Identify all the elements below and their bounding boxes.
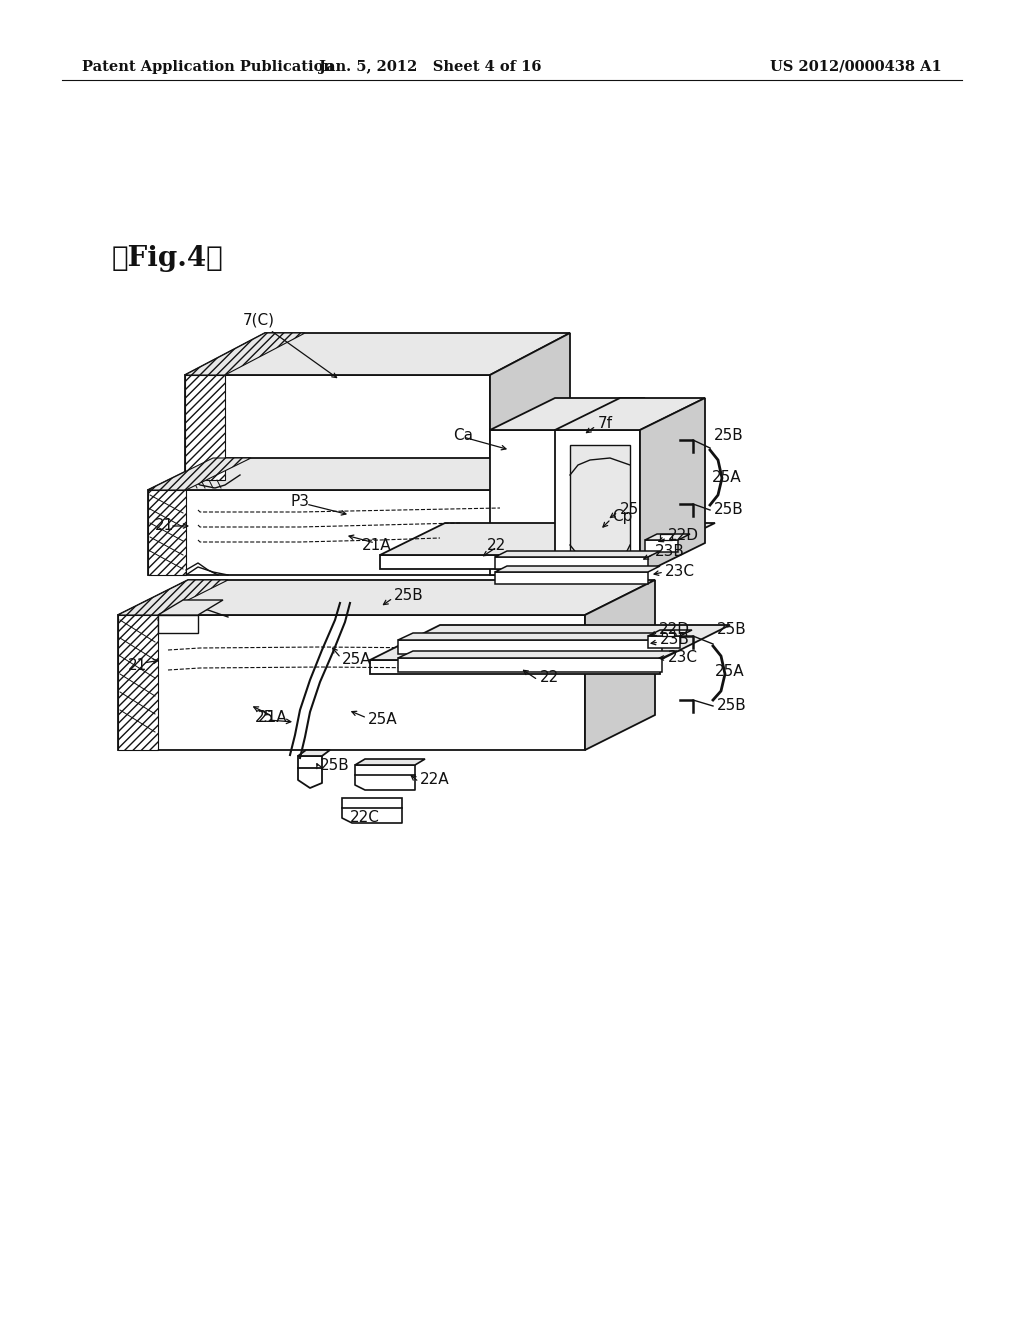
- Polygon shape: [298, 750, 330, 756]
- Text: 25A: 25A: [368, 713, 397, 727]
- Text: 7(C): 7(C): [243, 313, 275, 327]
- Polygon shape: [490, 333, 570, 480]
- Text: 23C: 23C: [665, 565, 695, 579]
- Polygon shape: [398, 634, 677, 640]
- Polygon shape: [640, 399, 705, 576]
- Polygon shape: [158, 615, 198, 634]
- Text: 【Fig.4】: 【Fig.4】: [112, 244, 224, 272]
- Text: 25B: 25B: [319, 759, 350, 774]
- Text: 21: 21: [128, 657, 147, 672]
- Polygon shape: [398, 657, 662, 672]
- Text: US 2012/0000438 A1: US 2012/0000438 A1: [770, 59, 942, 74]
- Text: P3: P3: [290, 495, 309, 510]
- Polygon shape: [185, 333, 305, 375]
- Polygon shape: [118, 615, 158, 750]
- Polygon shape: [118, 579, 655, 615]
- Text: 22: 22: [487, 537, 506, 553]
- Polygon shape: [298, 756, 322, 768]
- Polygon shape: [148, 458, 645, 490]
- Text: 22C: 22C: [350, 810, 380, 825]
- Text: 22: 22: [540, 671, 559, 685]
- Polygon shape: [645, 540, 678, 552]
- Text: 21A: 21A: [258, 710, 288, 726]
- Text: 22D: 22D: [659, 622, 690, 636]
- Text: 25: 25: [255, 710, 274, 726]
- Text: 23C: 23C: [668, 651, 698, 665]
- Text: 25B: 25B: [717, 623, 746, 638]
- Text: 25: 25: [620, 503, 639, 517]
- Polygon shape: [490, 430, 580, 576]
- Polygon shape: [398, 640, 662, 653]
- Polygon shape: [185, 375, 490, 480]
- Polygon shape: [185, 375, 225, 480]
- Polygon shape: [148, 458, 251, 490]
- Polygon shape: [648, 630, 692, 636]
- Polygon shape: [380, 554, 650, 569]
- Polygon shape: [355, 759, 425, 766]
- Polygon shape: [490, 399, 645, 430]
- Polygon shape: [555, 430, 640, 576]
- Text: 25A: 25A: [715, 664, 744, 680]
- Text: 25B: 25B: [714, 503, 743, 517]
- Text: Patent Application Publication: Patent Application Publication: [82, 59, 334, 74]
- Polygon shape: [580, 458, 645, 576]
- Text: 21: 21: [155, 519, 174, 533]
- Text: 25B: 25B: [394, 589, 424, 603]
- Polygon shape: [370, 660, 660, 675]
- Polygon shape: [118, 579, 228, 615]
- Polygon shape: [342, 799, 402, 808]
- Text: 25A: 25A: [342, 652, 372, 668]
- Polygon shape: [660, 535, 672, 540]
- Polygon shape: [355, 766, 415, 775]
- Polygon shape: [495, 557, 648, 569]
- Polygon shape: [118, 615, 585, 750]
- Text: 25A: 25A: [712, 470, 741, 484]
- Text: 22D: 22D: [668, 528, 699, 543]
- Polygon shape: [648, 636, 680, 648]
- Polygon shape: [645, 535, 690, 540]
- Text: 7f: 7f: [598, 416, 613, 430]
- Polygon shape: [570, 445, 630, 565]
- Polygon shape: [662, 630, 674, 636]
- Text: 21A: 21A: [362, 537, 391, 553]
- Text: Ca: Ca: [453, 428, 473, 442]
- Text: Cp: Cp: [612, 510, 633, 524]
- Polygon shape: [185, 333, 570, 375]
- Polygon shape: [398, 651, 677, 657]
- Polygon shape: [585, 579, 655, 750]
- Text: Jan. 5, 2012   Sheet 4 of 16: Jan. 5, 2012 Sheet 4 of 16: [318, 59, 542, 74]
- Text: 25B: 25B: [717, 698, 746, 714]
- Polygon shape: [158, 601, 223, 615]
- Polygon shape: [495, 572, 648, 583]
- Polygon shape: [555, 399, 705, 430]
- Polygon shape: [380, 523, 715, 554]
- Text: 23B: 23B: [655, 544, 685, 560]
- Polygon shape: [148, 490, 186, 576]
- Polygon shape: [148, 490, 580, 576]
- Text: 22A: 22A: [420, 772, 450, 788]
- Text: 23B: 23B: [660, 632, 690, 648]
- Text: 25B: 25B: [714, 428, 743, 442]
- Polygon shape: [370, 624, 730, 660]
- Polygon shape: [495, 550, 660, 557]
- Polygon shape: [495, 566, 660, 572]
